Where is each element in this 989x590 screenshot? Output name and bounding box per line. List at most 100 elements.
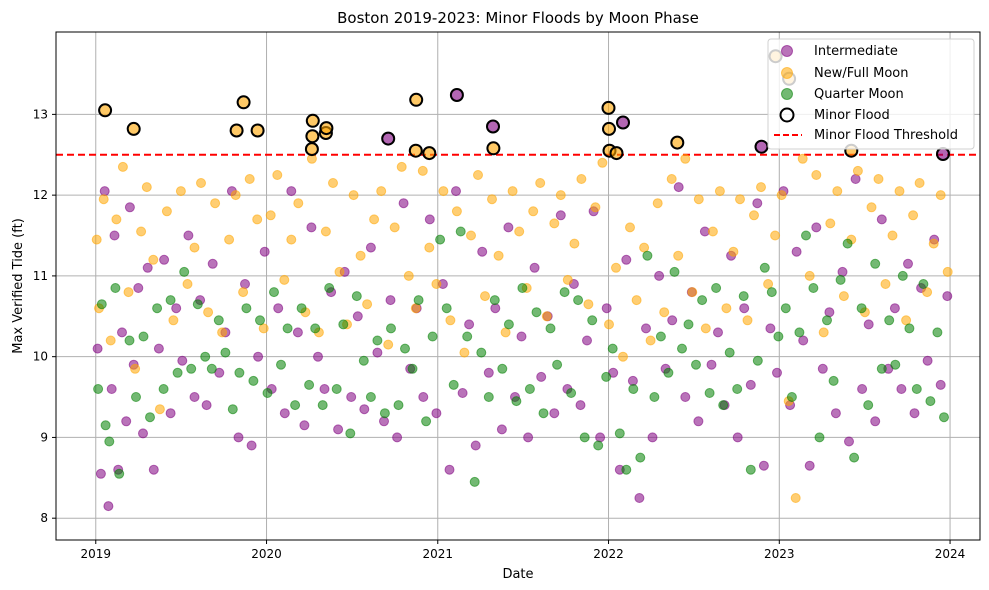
point-new-full-moon bbox=[424, 242, 435, 253]
point-intermediate bbox=[693, 416, 704, 427]
point-intermediate bbox=[713, 327, 723, 338]
point-intermediate bbox=[582, 335, 592, 346]
point-new-full-moon bbox=[196, 178, 206, 188]
point-new-full-moon bbox=[914, 178, 925, 188]
point-new-full-moon bbox=[790, 493, 801, 503]
x-tick-label: 2019 bbox=[80, 547, 111, 561]
point-quarter-moon bbox=[331, 384, 342, 394]
point-intermediate bbox=[253, 351, 264, 362]
point-new-full-moon bbox=[832, 186, 843, 197]
point-intermediate bbox=[758, 460, 769, 471]
point-intermediate bbox=[523, 432, 534, 443]
point-quarter-moon bbox=[607, 343, 618, 354]
point-quarter-moon bbox=[152, 303, 163, 314]
point-new-full-moon bbox=[507, 186, 518, 197]
point-new-full-moon bbox=[265, 210, 276, 221]
point-quarter-moon bbox=[628, 384, 639, 394]
point-quarter-moon bbox=[932, 327, 943, 338]
point-intermediate bbox=[365, 242, 376, 253]
point-quarter-moon bbox=[724, 347, 735, 358]
point-new-full-moon bbox=[659, 307, 670, 318]
point-quarter-moon bbox=[677, 343, 687, 354]
point-quarter-moon bbox=[179, 266, 190, 277]
point-intermediate bbox=[279, 408, 290, 419]
point-intermediate bbox=[299, 420, 310, 431]
point-intermediate bbox=[863, 319, 874, 330]
point-quarter-moon bbox=[897, 270, 908, 281]
minor-flood-marker bbox=[409, 92, 424, 107]
point-new-full-moon bbox=[473, 170, 483, 180]
point-intermediate bbox=[516, 331, 527, 342]
point-new-full-moon bbox=[535, 178, 546, 188]
point-quarter-moon bbox=[296, 303, 307, 314]
point-quarter-moon bbox=[476, 347, 487, 358]
point-new-full-moon bbox=[797, 153, 808, 164]
point-quarter-moon bbox=[421, 416, 432, 427]
point-intermediate bbox=[177, 355, 188, 366]
point-quarter-moon bbox=[593, 440, 604, 451]
point-quarter-moon bbox=[435, 234, 446, 245]
minor-flood-marker bbox=[422, 146, 437, 161]
point-quarter-moon bbox=[801, 230, 811, 241]
point-new-full-moon bbox=[576, 174, 587, 184]
point-new-full-moon bbox=[238, 287, 249, 298]
plot-frame bbox=[55, 31, 981, 541]
y-tick-label: 8 bbox=[40, 511, 48, 525]
point-new-full-moon bbox=[562, 274, 573, 285]
point-quarter-moon bbox=[192, 299, 203, 310]
point-intermediate bbox=[286, 186, 297, 197]
point-intermediate bbox=[876, 214, 887, 225]
point-quarter-moon bbox=[524, 384, 535, 394]
point-new-full-moon bbox=[604, 319, 614, 330]
point-quarter-moon bbox=[131, 392, 141, 402]
point-intermediate bbox=[909, 408, 920, 419]
minor-flood-marker bbox=[126, 121, 141, 136]
point-intermediate bbox=[464, 319, 475, 330]
y-tick-label: 12 bbox=[33, 188, 48, 202]
point-new-full-moon bbox=[631, 295, 642, 306]
point-new-full-moon bbox=[776, 190, 787, 201]
y-tick-label: 13 bbox=[33, 107, 48, 121]
legend-marker-quarter-moon bbox=[781, 88, 793, 100]
point-new-full-moon bbox=[466, 230, 476, 241]
point-intermediate bbox=[385, 295, 396, 306]
point-quarter-moon bbox=[939, 412, 949, 423]
point-quarter-moon bbox=[511, 396, 522, 407]
minor-flood-marker bbox=[616, 115, 630, 130]
point-new-full-moon bbox=[403, 270, 414, 281]
point-new-full-moon bbox=[168, 315, 179, 326]
point-quarter-moon bbox=[918, 279, 929, 289]
point-quarter-moon bbox=[386, 323, 396, 334]
point-quarter-moon bbox=[828, 375, 839, 386]
point-new-full-moon bbox=[348, 190, 359, 201]
point-new-full-moon bbox=[707, 226, 718, 237]
point-quarter-moon bbox=[635, 452, 646, 463]
point-quarter-moon bbox=[649, 392, 660, 402]
point-intermediate bbox=[246, 440, 257, 451]
point-new-full-moon bbox=[908, 210, 919, 221]
point-quarter-moon bbox=[234, 367, 245, 378]
point-quarter-moon bbox=[669, 266, 680, 277]
minor-flood-marker bbox=[229, 123, 244, 138]
point-intermediate bbox=[359, 404, 370, 415]
point-quarter-moon bbox=[863, 400, 874, 411]
point-quarter-moon bbox=[227, 404, 238, 415]
point-quarter-moon bbox=[186, 363, 197, 374]
point-quarter-moon bbox=[469, 476, 480, 487]
point-quarter-moon bbox=[822, 315, 832, 326]
point-quarter-moon bbox=[206, 363, 217, 374]
point-new-full-moon bbox=[749, 210, 759, 221]
point-intermediate bbox=[641, 323, 651, 334]
point-quarter-moon bbox=[711, 283, 722, 293]
point-quarter-moon bbox=[870, 258, 881, 269]
point-new-full-moon bbox=[105, 335, 116, 346]
point-intermediate bbox=[183, 230, 194, 241]
point-intermediate bbox=[424, 214, 435, 225]
point-quarter-moon bbox=[145, 412, 155, 423]
point-intermediate bbox=[483, 367, 494, 378]
y-tick-label: 11 bbox=[33, 269, 48, 283]
point-quarter-moon bbox=[808, 283, 819, 293]
point-intermediate bbox=[536, 371, 547, 382]
point-new-full-moon bbox=[714, 186, 725, 197]
point-intermediate bbox=[503, 222, 514, 233]
